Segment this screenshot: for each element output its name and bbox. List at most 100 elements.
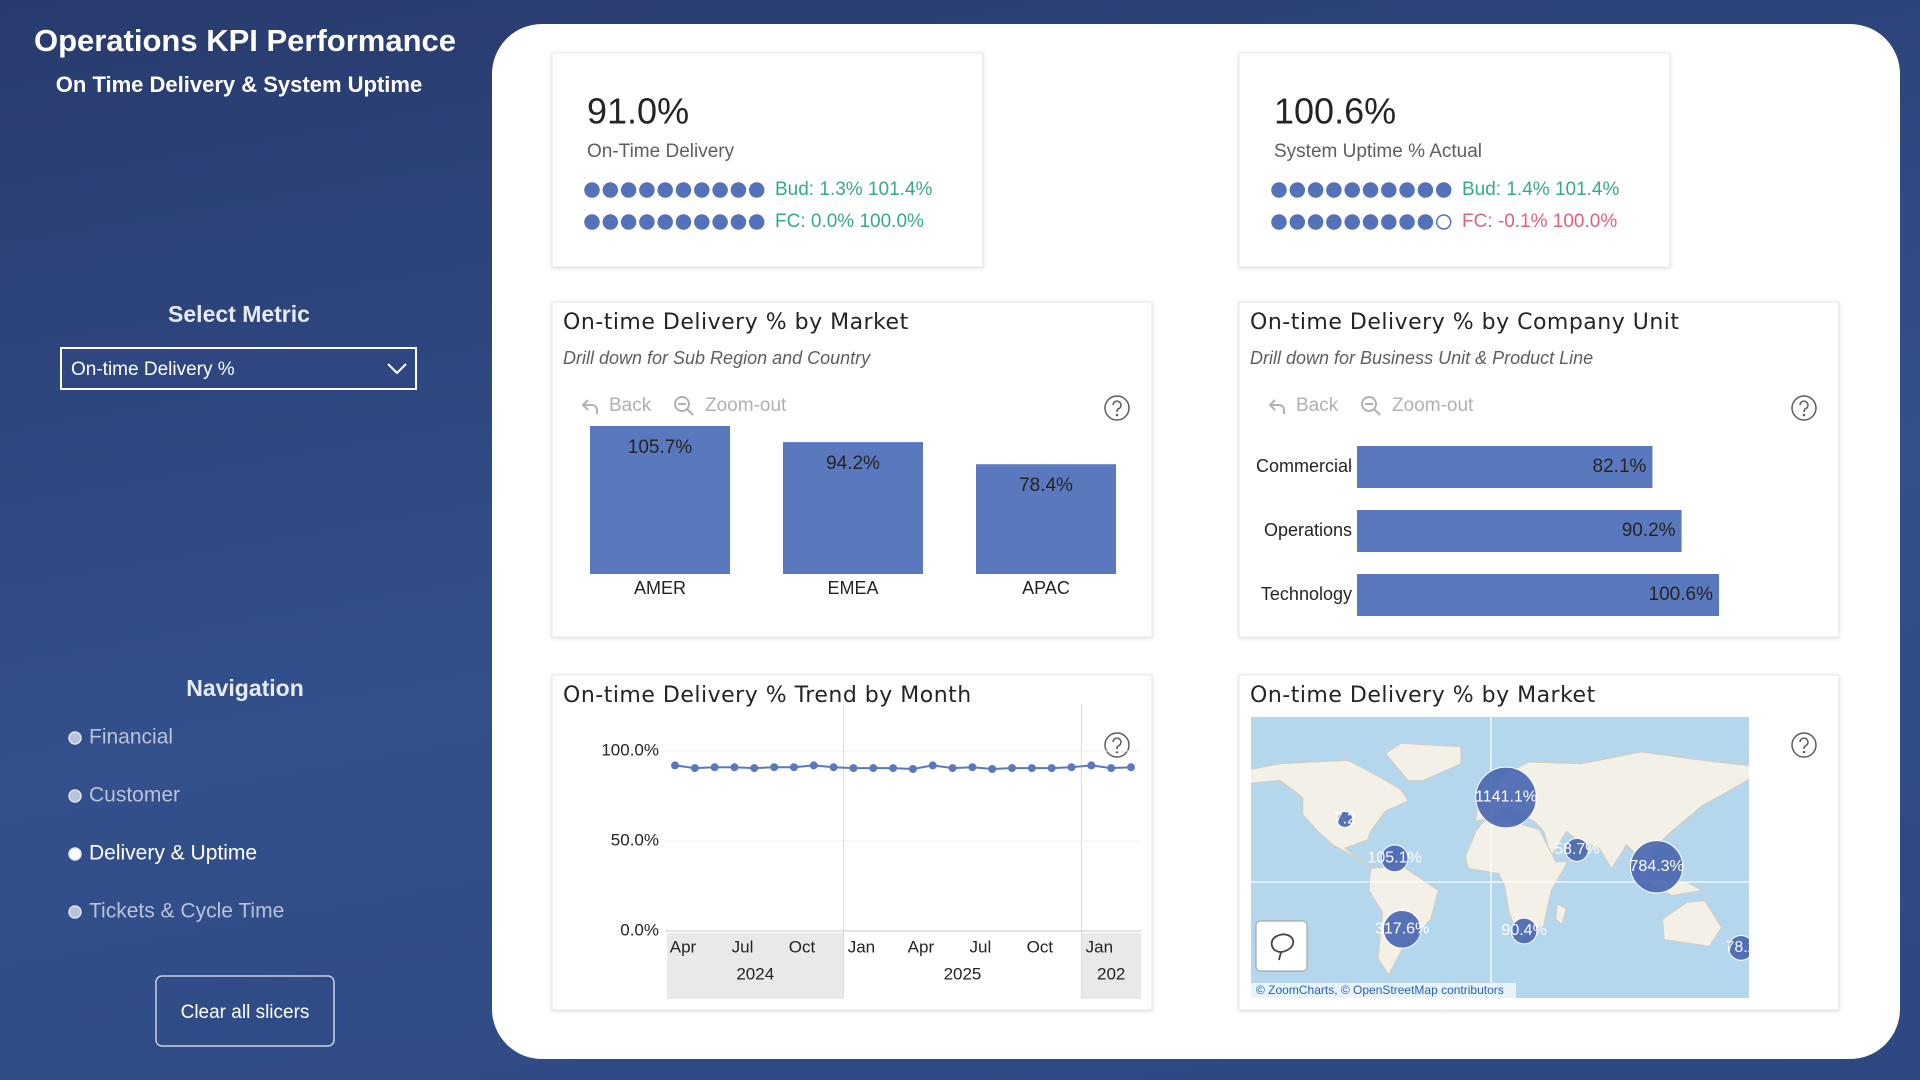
back-label[interactable]: Back	[609, 395, 652, 416]
zoom-label[interactable]: Zoom-out	[705, 395, 787, 416]
help-dot[interactable]	[1802, 750, 1806, 754]
kpi-comparison: Bud: 1.4% 101.4%	[1462, 179, 1619, 200]
help-circle[interactable]	[1791, 732, 1817, 758]
bubble-label: 105.1%	[1367, 850, 1421, 867]
trend-point	[809, 761, 818, 770]
x-tick-label: Jan	[848, 937, 875, 956]
dropdown-chevron[interactable]	[387, 363, 407, 375]
kpi-dot	[639, 214, 655, 230]
help-dot[interactable]	[1802, 413, 1806, 417]
x-tick-label: APAC	[1022, 578, 1070, 598]
help-icon[interactable]	[1791, 732, 1817, 758]
chart-subtitle: Drill down for Sub Region and Country	[563, 348, 871, 368]
chart-title: On-time Delivery % by Market	[1250, 683, 1596, 708]
page-subtitle: On Time Delivery & System Uptime	[56, 72, 422, 97]
x-group-band	[1081, 933, 1141, 999]
clear-button[interactable]: Clear all slicers	[155, 975, 335, 1047]
metric-dropdown[interactable]: On-time Delivery %	[60, 347, 417, 390]
kpi-dots	[1271, 182, 1452, 198]
nav-radio[interactable]	[68, 847, 82, 861]
kpi-dot	[1326, 214, 1342, 230]
lasso-button[interactable]	[1255, 920, 1308, 972]
kpi-dot	[584, 182, 600, 198]
trend-point	[889, 764, 898, 773]
help-glyph[interactable]	[1112, 737, 1122, 750]
nav-radio[interactable]	[68, 731, 82, 745]
help-icon[interactable]	[1104, 395, 1130, 421]
bubble-label: 58.7%	[1554, 841, 1599, 858]
kpi-label: System Uptime % Actual	[1274, 141, 1482, 162]
nav-item[interactable]: Tickets & Cycle Time	[89, 900, 284, 923]
bubble-label: 1141.1%	[1475, 789, 1537, 806]
kpi-dot	[1381, 182, 1397, 198]
dropdown-value[interactable]: On-time Delivery %	[71, 359, 235, 380]
y-tick-label: Technology	[1261, 584, 1352, 604]
kpi-dot	[1307, 182, 1324, 198]
map-bubble[interactable]	[1629, 840, 1684, 894]
map-bubble[interactable]	[1380, 844, 1409, 873]
help-circle[interactable]	[1104, 732, 1130, 758]
kpi-dots	[584, 214, 765, 230]
select-label: Select Metric	[168, 301, 310, 327]
help-circle[interactable]	[1104, 395, 1130, 421]
kpi-dot	[620, 182, 637, 198]
kpi-dot	[620, 214, 637, 230]
button-label[interactable]: Clear all slicers	[181, 1002, 310, 1023]
help-circle[interactable]	[1791, 395, 1817, 421]
zoom-icon[interactable]	[1361, 396, 1377, 412]
bar	[590, 426, 730, 574]
x-group-label: 2024	[736, 964, 774, 983]
x-tick-label: EMEA	[827, 578, 878, 598]
navigation-title: Navigation	[186, 675, 304, 701]
kpi-dot	[1435, 182, 1452, 198]
nav-radio[interactable]	[68, 905, 82, 919]
page-title: Operations KPI Performance	[34, 23, 456, 58]
map-bubble[interactable]	[1475, 766, 1537, 829]
bar	[1357, 510, 1682, 552]
lasso-icon[interactable]	[1270, 933, 1295, 961]
help-glyph[interactable]	[1799, 737, 1809, 750]
map-bubble[interactable]	[1382, 909, 1422, 949]
nav-item[interactable]: Financial	[89, 726, 173, 749]
map-bubble[interactable]	[1336, 811, 1354, 828]
map-bubble[interactable]	[1564, 837, 1589, 862]
bubble-label: 784.3%	[1630, 858, 1684, 875]
help-icon[interactable]	[1791, 395, 1817, 421]
nav-radio[interactable]	[68, 789, 82, 803]
back-label[interactable]: Back	[1296, 395, 1339, 416]
navigation: Financial Customer Delivery & Uptime Ticket…	[68, 726, 284, 923]
kpi-dot	[675, 182, 692, 198]
y-tick-label: 50.0%	[611, 830, 659, 849]
x-tick-label: Jul	[732, 937, 754, 956]
bubble-label: 7.2	[1334, 811, 1356, 828]
nav-item[interactable]: Delivery & Uptime	[89, 842, 257, 865]
bar-value-label: 94.2%	[826, 453, 880, 474]
x-group-label: 202	[1097, 964, 1125, 983]
zoom-icon-handle[interactable]	[678, 403, 694, 416]
zoom-label[interactable]: Zoom-out	[1392, 395, 1474, 416]
map-land	[1251, 759, 1409, 869]
help-dot[interactable]	[1115, 413, 1119, 417]
map-attribution: © ZoomCharts, © OpenStreetMap contributo…	[1256, 983, 1504, 997]
dropdown-box[interactable]	[60, 347, 417, 390]
help-glyph[interactable]	[1799, 400, 1809, 413]
trend-point	[690, 764, 699, 773]
bar-value-label: 90.2%	[1622, 520, 1676, 541]
kpi-dot	[657, 182, 673, 198]
zoom-icon[interactable]	[674, 396, 690, 412]
map-bubble[interactable]	[1510, 917, 1538, 945]
zoom-icon-handle[interactable]	[1365, 403, 1381, 416]
kpi-dot	[1326, 182, 1342, 198]
trend-point	[928, 761, 937, 770]
nav-item[interactable]: Customer	[89, 784, 180, 807]
button-frame[interactable]	[155, 975, 335, 1047]
help-glyph[interactable]	[1112, 400, 1122, 413]
kpi-dot	[1344, 214, 1360, 230]
y-tick-label: Operations	[1264, 520, 1352, 540]
trend-point	[1087, 761, 1096, 770]
chart-subtitle: Drill down for Business Unit & Product L…	[1250, 348, 1593, 368]
back-icon[interactable]	[1268, 399, 1285, 414]
map-bubble[interactable]	[1728, 935, 1754, 961]
back-icon[interactable]	[581, 399, 598, 414]
